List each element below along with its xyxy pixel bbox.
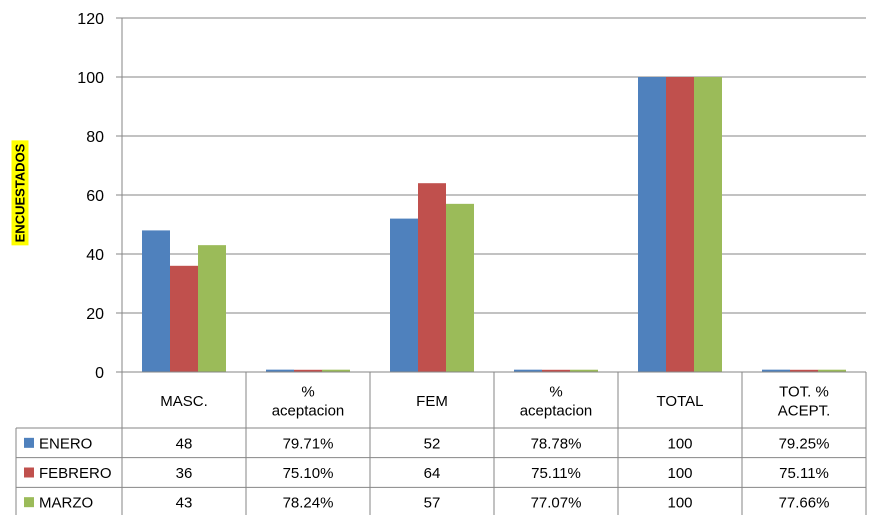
data-table: MASC.% aceptacion FEM% aceptacion TOTAL TOT. … [15,371,867,515]
category-label: TOTAL [657,393,704,410]
bar-marzo-1 [322,369,350,372]
table-cell: 48 [176,435,193,452]
axes [116,17,123,373]
gridlines [122,17,866,314]
bar-febrero-2 [418,183,446,372]
table-cell: 64 [424,465,441,482]
bar-enero-3 [514,369,542,372]
y-tick-label: 60 [86,188,104,205]
y-tick-label: 100 [77,70,104,87]
bar-febrero-4 [666,77,694,372]
bar-marzo-5 [818,369,846,372]
bar-marzo-4 [694,77,722,372]
table-cell: 78.78% [531,435,582,452]
table-cell: 75.11% [779,465,829,482]
bar-enero-5 [762,369,790,372]
y-tick-label: 120 [77,11,104,28]
legend-label-marzo: MARZO [39,495,93,512]
bar-febrero-1 [294,369,322,372]
y-tick-label: 40 [86,247,104,264]
table-cell: 36 [176,465,193,482]
bar-enero-0 [142,230,170,372]
legend-key-febrero [24,467,34,478]
table-cell: 100 [667,495,692,512]
category-label: FEM [416,393,448,410]
table-cell: 100 [667,465,692,482]
category-label: TOT. % [779,384,829,401]
y-axis-label-wrap: ENCUESTADOS [6,118,34,268]
table-cell: 75.10% [283,465,334,482]
table-cell: 79.71% [283,435,334,452]
table-cell: 43 [176,495,193,512]
category-label: % [301,384,314,401]
y-tick-label: 0 [95,365,104,382]
y-tick-label: 20 [86,306,104,323]
bar-enero-2 [390,218,418,372]
bar-enero-1 [266,369,294,372]
bar-enero-4 [638,77,666,372]
y-axis-label: ENCUESTADOS [11,140,29,246]
table-cell: 52 [424,435,441,452]
legend-label-febrero: FEBRERO [39,465,112,482]
category-label: MASC. [160,393,208,410]
table-cell: 77.07% [531,495,582,512]
table-cell: 77.66% [779,495,830,512]
category-label: ACEPT. [778,403,831,420]
bar-febrero-5 [790,369,818,372]
bar-marzo-2 [446,203,474,372]
category-label: aceptacion [520,403,593,420]
bar-marzo-0 [198,245,226,372]
bar-febrero-3 [542,369,570,372]
y-tick-label: 80 [86,129,104,146]
bar-marzo-3 [570,369,598,372]
legend-label-enero: ENERO [39,435,92,452]
table-cell: 57 [424,495,441,512]
bar-febrero-0 [170,265,198,372]
legend-key-marzo [24,497,34,508]
table-cell: 79.25% [779,435,830,452]
legend-key-enero [24,437,34,448]
table-cell: 78.24% [283,495,334,512]
category-label: % [549,384,562,401]
table-cell: 75.11% [531,465,581,482]
bars [142,77,846,372]
category-label: aceptacion [272,403,345,420]
y-tick-labels: 0 20 40 60 80 100 120 [77,11,104,382]
table-cell: 100 [667,435,692,452]
